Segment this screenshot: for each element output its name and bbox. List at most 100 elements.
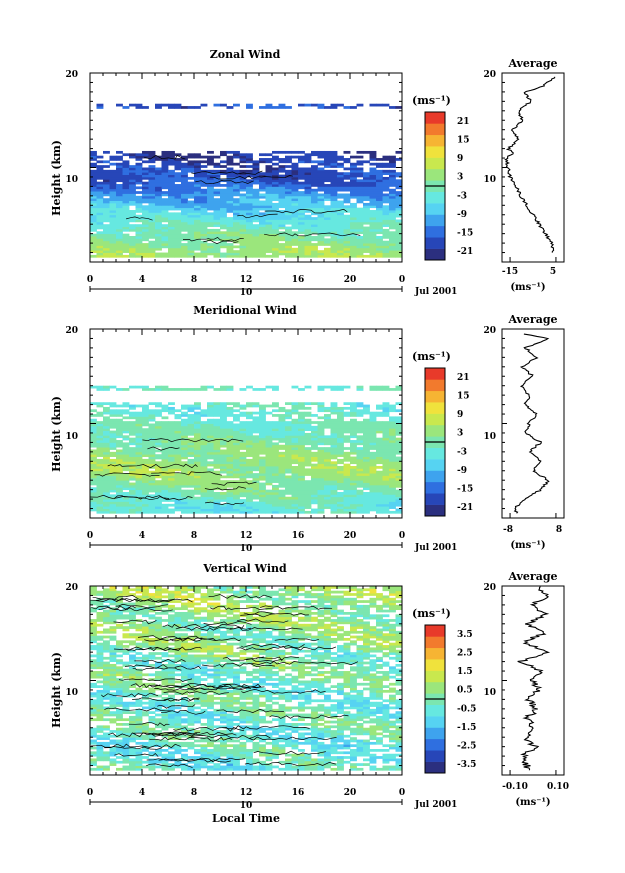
heatmap-cell <box>226 172 234 175</box>
heatmap-cell <box>103 184 110 187</box>
heatmap-cell <box>382 231 390 235</box>
heatmap-cell <box>129 240 136 244</box>
heatmap-cell <box>109 477 117 481</box>
heatmap-cell <box>200 423 208 427</box>
heatmap-cell <box>356 231 364 235</box>
heatmap-cell <box>207 233 214 237</box>
heatmap-cell <box>330 758 338 762</box>
heatmap-cell <box>161 406 169 410</box>
heatmap-cell <box>272 756 279 759</box>
heatmap-cell <box>207 205 214 209</box>
x-tick-label: 0 <box>399 275 405 285</box>
heatmap-cell <box>369 425 377 429</box>
colorbar-swatch <box>425 447 445 460</box>
heatmap-cell <box>324 447 331 450</box>
heatmap-cell <box>278 212 286 216</box>
heatmap-cell <box>363 186 370 190</box>
heatmap-cell <box>220 737 227 740</box>
heatmap-cell <box>298 402 305 405</box>
x-tick-label: 12 <box>240 531 253 541</box>
heatmap-cell <box>356 741 364 745</box>
heatmap-cell <box>304 200 312 204</box>
heatmap-cell <box>330 388 338 391</box>
heatmap-cell <box>129 763 136 766</box>
heatmap-cell <box>174 202 182 206</box>
heatmap-cell <box>363 456 370 460</box>
heatmap-cell <box>324 475 331 479</box>
heatmap-cell <box>90 496 97 500</box>
heatmap-cell <box>337 510 344 514</box>
heatmap-cell <box>356 470 364 474</box>
heatmap-cell <box>285 207 292 211</box>
heatmap-cell <box>233 444 240 448</box>
heatmap-cell <box>226 510 234 514</box>
heatmap-cell <box>376 732 383 736</box>
heatmap-cell <box>187 425 195 429</box>
heatmap-cell <box>265 176 273 180</box>
heatmap-cell <box>259 765 266 769</box>
heatmap-cell <box>226 231 234 235</box>
heatmap-cell <box>330 418 338 422</box>
heatmap-cell <box>363 475 370 479</box>
heatmap-cell <box>272 217 279 220</box>
heatmap-cell <box>369 737 377 740</box>
heatmap-cell <box>220 245 227 249</box>
heatmap-cell <box>187 741 195 745</box>
heatmap-cell <box>304 153 312 157</box>
heatmap-cell <box>246 763 253 766</box>
heatmap-cell <box>382 477 390 481</box>
heatmap-cell <box>291 451 299 455</box>
heatmap-cell <box>389 442 396 446</box>
heatmap-cell <box>90 155 97 159</box>
heatmap-cell <box>122 456 130 460</box>
heatmap-cell <box>369 430 377 434</box>
heatmap-cell <box>246 463 253 467</box>
heatmap-cell <box>278 739 286 743</box>
heatmap-cell <box>298 193 305 197</box>
heatmap-cell <box>291 221 299 225</box>
heatmap-cell <box>239 243 247 246</box>
heatmap-cell <box>317 254 325 258</box>
heatmap-cell <box>376 169 383 173</box>
heatmap-cell <box>181 167 188 171</box>
heatmap-cell <box>350 193 357 197</box>
heatmap-cell <box>207 447 214 450</box>
heatmap-cell <box>181 454 188 457</box>
heatmap-cell <box>174 482 182 486</box>
heatmap-cell <box>330 746 338 750</box>
x-tick-labels: 0 4 8 12 16 20 0 <box>87 788 405 798</box>
heatmap-cell <box>278 414 286 417</box>
heatmap-cell <box>246 739 253 743</box>
heatmap-cell <box>317 423 325 427</box>
heatmap-cell <box>369 233 377 237</box>
heatmap-cell <box>291 496 299 500</box>
heatmap-cell <box>109 468 117 472</box>
heatmap-cell <box>382 402 390 405</box>
heatmap-cell <box>213 254 221 258</box>
heatmap-cell <box>259 200 266 204</box>
heatmap-cell <box>122 250 130 253</box>
heatmap-cell <box>155 432 162 436</box>
heatmap-cell <box>317 746 325 750</box>
heatmap-cell <box>298 172 305 175</box>
heatmap-cell <box>343 188 351 192</box>
heatmap-cell <box>142 198 149 201</box>
heatmap-cell <box>278 430 286 434</box>
heatmap-cell <box>389 172 396 175</box>
heatmap-cell <box>109 506 117 509</box>
heatmap-cell <box>187 444 195 448</box>
heatmap-cell <box>213 388 221 391</box>
heatmap-cell <box>291 508 299 512</box>
heatmap-cell <box>343 184 351 187</box>
heatmap-cell <box>317 174 325 178</box>
heatmap-cell <box>272 106 279 109</box>
heatmap-cell <box>343 195 351 199</box>
heatmap-cell <box>304 214 312 218</box>
heatmap-cell <box>330 155 338 159</box>
heatmap-cell <box>174 473 182 476</box>
heatmap-cell <box>122 765 130 769</box>
heatmap-cell <box>356 458 364 462</box>
heatmap-cell <box>200 727 208 731</box>
heatmap-cell <box>246 756 253 759</box>
heatmap-cell <box>311 451 318 455</box>
